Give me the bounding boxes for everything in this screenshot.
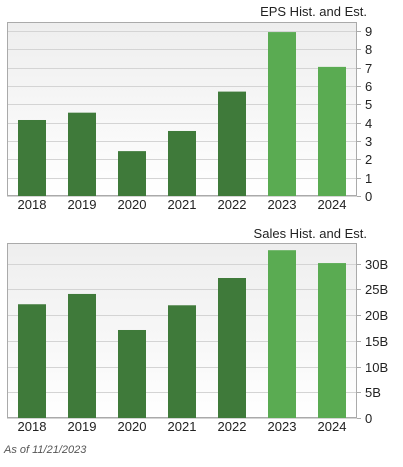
bar-2022 [218,278,246,418]
bar-2024 [318,263,346,418]
x-tick-label: 2019 [68,419,97,434]
y-tick-label: 8 [365,42,372,57]
bar-2019 [68,112,96,196]
x-tick-label: 2024 [318,197,347,212]
chart-title: Sales Hist. and Est. [254,226,367,241]
chart-title: EPS Hist. and Est. [260,4,367,19]
y-tick-label: 25B [365,282,388,297]
x-tick-label: 2020 [118,419,147,434]
x-tick-label: 2023 [268,197,297,212]
bar-2019 [68,293,96,418]
bar-2023 [268,32,296,196]
x-tick-label: 2018 [18,197,47,212]
y-tick-label: 9 [365,24,372,39]
bar-2021 [168,130,196,196]
eps-chart: 0 1 2 3 4 5 6 7 8 9 2018 2019 2020 2021 2022 2023 2024 EP… [7,4,372,212]
y-tick-label: 30B [365,257,388,272]
x-tick-label: 2020 [118,197,147,212]
y-tick-label: 20B [365,308,388,323]
bar-2024 [318,66,346,196]
x-tick-label: 2018 [18,419,47,434]
x-tick-label: 2019 [68,197,97,212]
y-tick-label: 6 [365,79,372,94]
as-of-date: As of 11/21/2023 [4,444,87,456]
bar-2020 [118,329,146,418]
y-tick-label: 15B [365,334,388,349]
y-tick-label: 10B [365,360,388,375]
y-tick-label: 3 [365,134,372,149]
bar-2018 [18,304,46,418]
x-tick-label: 2024 [318,419,347,434]
bar-2022 [218,91,246,196]
y-tick-label: 1 [365,171,372,186]
y-tick-label: 0 [365,189,372,204]
x-tick-label: 2023 [268,419,297,434]
y-tick-label: 4 [365,116,372,131]
sales-chart: 0 5B 10B 15B 20B 25B 30B 2018 2019 2020 2021 2022 20… [7,226,388,434]
y-tick-label: 0 [365,411,372,426]
bar-2018 [18,119,46,196]
x-tick-label: 2022 [218,197,247,212]
y-tick-label: 5 [365,97,372,112]
y-tick-label: 2 [365,152,372,167]
bar-2023 [268,250,296,418]
x-tick-label: 2021 [168,419,197,434]
bar-2020 [118,151,146,196]
y-tick-label: 7 [365,61,372,76]
y-tick-label: 5B [365,385,381,400]
x-tick-label: 2022 [218,419,247,434]
x-tick-label: 2021 [168,197,197,212]
bar-2021 [168,305,196,418]
charts-canvas: 0 1 2 3 4 5 6 7 8 9 2018 2019 2020 2021 2022 2023 2024 EP… [7,4,388,434]
